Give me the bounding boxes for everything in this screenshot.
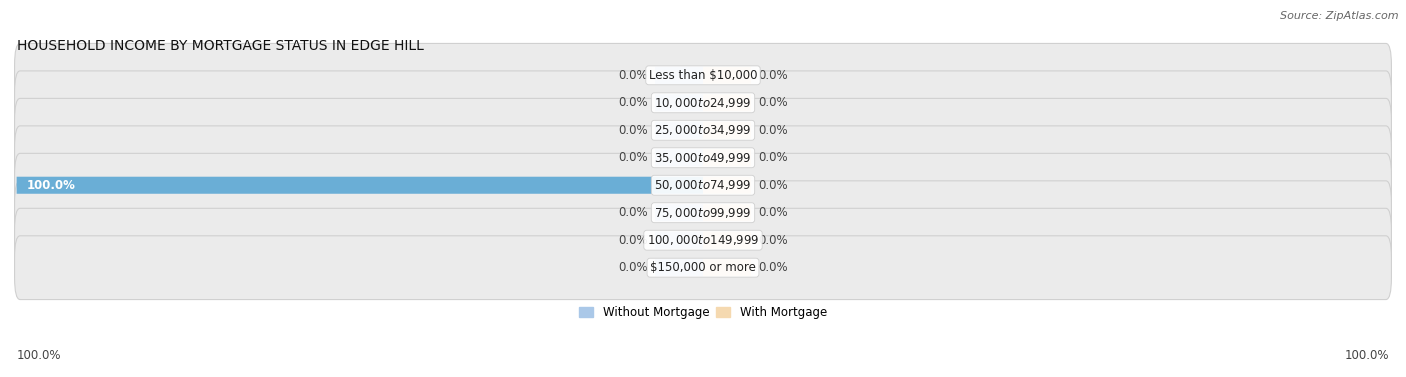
Text: HOUSEHOLD INCOME BY MORTGAGE STATUS IN EDGE HILL: HOUSEHOLD INCOME BY MORTGAGE STATUS IN E… (17, 40, 423, 54)
Text: $25,000 to $34,999: $25,000 to $34,999 (654, 123, 752, 137)
FancyBboxPatch shape (655, 122, 703, 139)
Text: 0.0%: 0.0% (758, 124, 787, 137)
Text: 100.0%: 100.0% (27, 179, 76, 192)
FancyBboxPatch shape (14, 71, 1392, 135)
FancyBboxPatch shape (14, 43, 1392, 107)
Text: 0.0%: 0.0% (758, 151, 787, 164)
Text: 0.0%: 0.0% (758, 69, 787, 82)
FancyBboxPatch shape (655, 67, 703, 84)
FancyBboxPatch shape (655, 94, 703, 111)
Text: 0.0%: 0.0% (758, 96, 787, 109)
Text: $35,000 to $49,999: $35,000 to $49,999 (654, 151, 752, 165)
Text: $150,000 or more: $150,000 or more (650, 261, 756, 274)
FancyBboxPatch shape (14, 126, 1392, 190)
Text: 0.0%: 0.0% (619, 234, 648, 247)
Text: 0.0%: 0.0% (758, 234, 787, 247)
FancyBboxPatch shape (703, 177, 751, 194)
Text: 0.0%: 0.0% (619, 96, 648, 109)
FancyBboxPatch shape (703, 149, 751, 166)
FancyBboxPatch shape (703, 67, 751, 84)
Text: 0.0%: 0.0% (619, 261, 648, 274)
Text: 100.0%: 100.0% (17, 349, 62, 362)
FancyBboxPatch shape (703, 204, 751, 221)
FancyBboxPatch shape (655, 232, 703, 249)
FancyBboxPatch shape (703, 259, 751, 276)
FancyBboxPatch shape (14, 98, 1392, 162)
FancyBboxPatch shape (655, 149, 703, 166)
Text: 0.0%: 0.0% (619, 151, 648, 164)
Text: 0.0%: 0.0% (619, 69, 648, 82)
Text: $10,000 to $24,999: $10,000 to $24,999 (654, 96, 752, 110)
FancyBboxPatch shape (655, 259, 703, 276)
Text: $75,000 to $99,999: $75,000 to $99,999 (654, 206, 752, 220)
Text: 0.0%: 0.0% (619, 124, 648, 137)
Text: $100,000 to $149,999: $100,000 to $149,999 (647, 233, 759, 247)
FancyBboxPatch shape (14, 236, 1392, 300)
FancyBboxPatch shape (655, 204, 703, 221)
FancyBboxPatch shape (703, 94, 751, 111)
Text: 0.0%: 0.0% (758, 206, 787, 219)
Text: 0.0%: 0.0% (758, 179, 787, 192)
FancyBboxPatch shape (703, 232, 751, 249)
FancyBboxPatch shape (703, 122, 751, 139)
Text: Source: ZipAtlas.com: Source: ZipAtlas.com (1281, 11, 1399, 21)
Text: 100.0%: 100.0% (1344, 349, 1389, 362)
FancyBboxPatch shape (14, 181, 1392, 245)
Text: 0.0%: 0.0% (619, 206, 648, 219)
Text: 0.0%: 0.0% (758, 261, 787, 274)
FancyBboxPatch shape (14, 208, 1392, 272)
Text: Less than $10,000: Less than $10,000 (648, 69, 758, 82)
FancyBboxPatch shape (14, 153, 1392, 217)
Legend: Without Mortgage, With Mortgage: Without Mortgage, With Mortgage (574, 302, 832, 324)
FancyBboxPatch shape (17, 177, 703, 194)
Text: $50,000 to $74,999: $50,000 to $74,999 (654, 178, 752, 192)
